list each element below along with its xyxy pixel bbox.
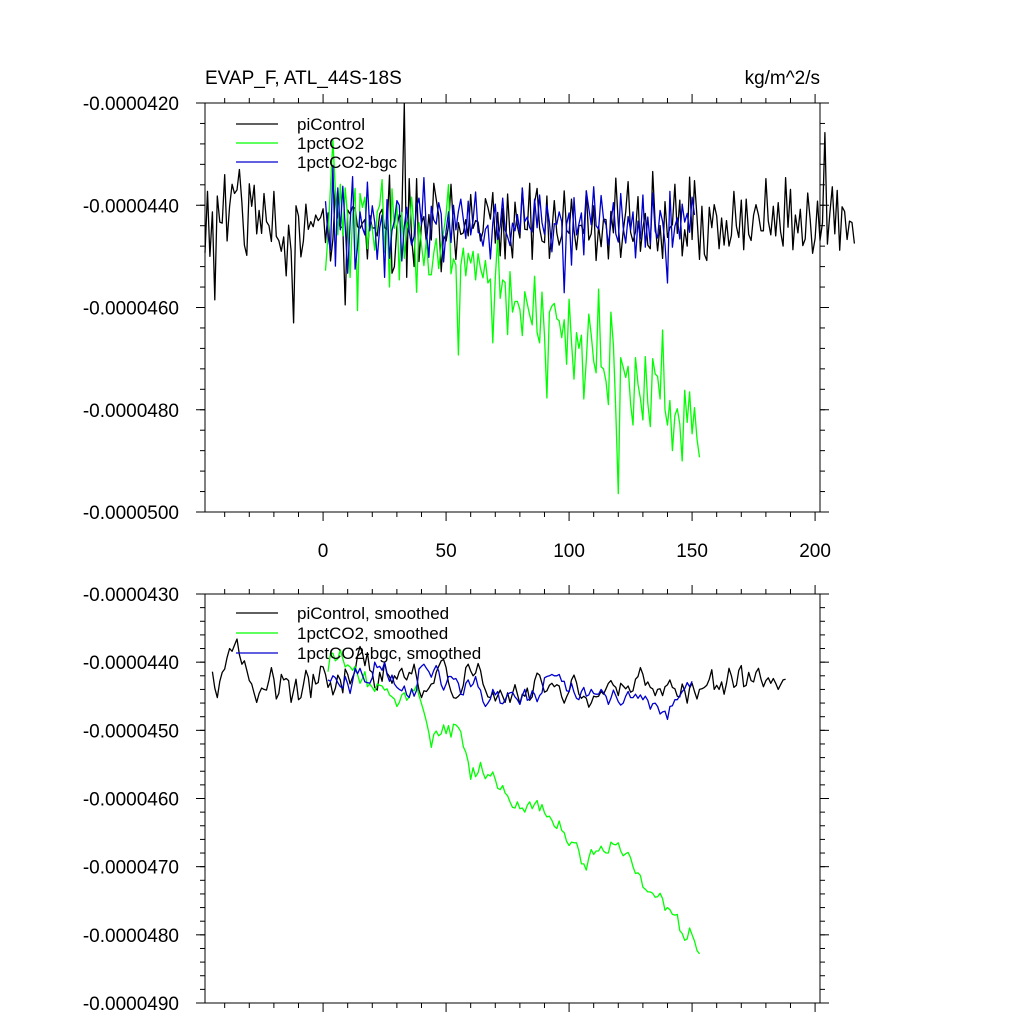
chart-title: EVAP_F, ATL_44S-18S bbox=[205, 68, 402, 89]
y-tick-label: -0.0000420 bbox=[83, 94, 179, 115]
top-panel: -0.0000420 -0.0000440 -0.0000460 -0.0000480… bbox=[83, 68, 856, 562]
y-tick-label: -0.0000480 bbox=[83, 926, 179, 947]
legend-label: 1pctCO2 bbox=[297, 134, 364, 153]
y-tick-label: -0.0000440 bbox=[83, 196, 179, 217]
series-line-1pctco2 bbox=[324, 139, 701, 495]
x-tick-label: 100 bbox=[553, 541, 585, 562]
y-tick-label: -0.0000480 bbox=[83, 401, 179, 422]
series-line-1pctco2-bgc bbox=[324, 164, 696, 294]
legend-label: 1pctCO2, smoothed bbox=[297, 624, 448, 643]
x-tick-label: 0 bbox=[318, 541, 329, 562]
legend-label: piControl, smoothed bbox=[297, 604, 449, 623]
series-line-picontrol-smoothed bbox=[211, 638, 786, 708]
y-tick-label: -0.0000470 bbox=[83, 858, 179, 879]
legend-label: 1pctCO2-bgc bbox=[297, 153, 398, 172]
x-tick-label: 150 bbox=[676, 541, 708, 562]
x-tick-label: 200 bbox=[799, 541, 831, 562]
y-tick-label: -0.0000460 bbox=[83, 790, 179, 811]
y-tick-label: -0.0000500 bbox=[83, 503, 179, 524]
legend-label: 1pctCO2-bgc, smoothed bbox=[297, 644, 481, 663]
y-tick-label: -0.0000450 bbox=[83, 721, 179, 742]
legend-label: piControl bbox=[297, 115, 365, 134]
bottom-panel: -0.0000430 -0.0000440 -0.0000450 -0.0000460… bbox=[83, 585, 829, 1015]
x-tick-label: 50 bbox=[436, 541, 457, 562]
series-line-1pctco2-smoothed bbox=[327, 649, 701, 955]
units-label: kg/m^2/s bbox=[745, 68, 820, 89]
y-tick-label: -0.0000490 bbox=[83, 994, 179, 1015]
y-tick-label: -0.0000440 bbox=[83, 653, 179, 674]
y-tick-label: -0.0000460 bbox=[83, 299, 179, 320]
y-tick-label: -0.0000430 bbox=[83, 585, 179, 606]
series-line-picontrol bbox=[204, 102, 856, 324]
series-line-1pctco2-bgc-smoothed bbox=[327, 661, 693, 721]
